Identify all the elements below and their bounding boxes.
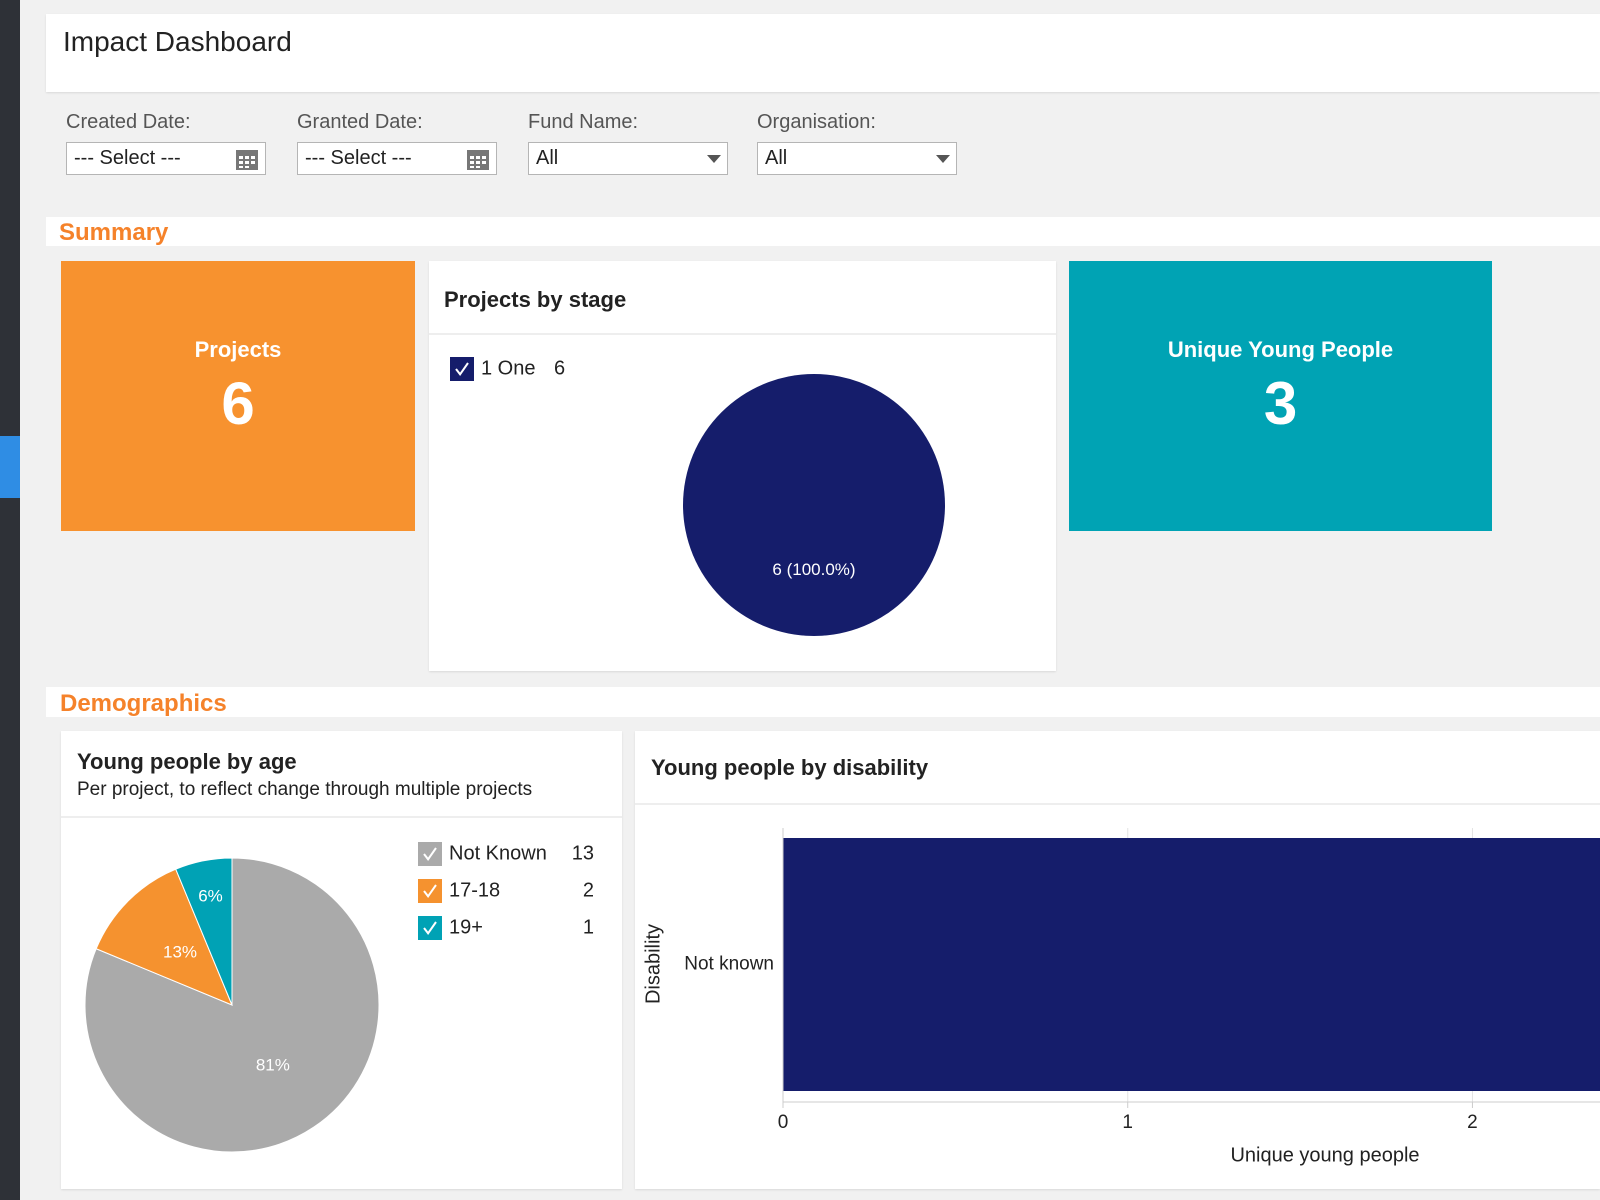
check-mark bbox=[455, 362, 469, 376]
header: Impact Dashboard bbox=[46, 14, 1600, 92]
divider bbox=[429, 333, 1056, 335]
section-bar bbox=[46, 217, 1600, 246]
kpi-value: 6 bbox=[221, 370, 255, 437]
filter-value: All bbox=[536, 147, 559, 169]
x-axis-title: Unique young people bbox=[1230, 1144, 1419, 1166]
kpi-value: 3 bbox=[1263, 370, 1298, 437]
divider bbox=[635, 803, 1600, 805]
section-bar bbox=[46, 687, 1600, 717]
legend-checkbox bbox=[418, 879, 442, 903]
pie-slice bbox=[175, 857, 233, 1006]
filter-value: --- Select --- bbox=[305, 147, 412, 169]
x-tick-label: 2 bbox=[1467, 1112, 1478, 1133]
dropdown[interactable]: All bbox=[528, 142, 728, 175]
legend-checkbox bbox=[418, 842, 442, 866]
y-tick-label: Not known bbox=[684, 954, 774, 975]
filter-label: Created Date: bbox=[66, 111, 191, 133]
calendar-icon bbox=[236, 150, 258, 170]
filter-value: --- Select --- bbox=[74, 147, 181, 169]
panel-title: Young people by age bbox=[77, 749, 297, 774]
legend-value: 1 bbox=[583, 916, 594, 938]
panel-title: Projects by stage bbox=[444, 287, 627, 312]
legend-value: 2 bbox=[583, 879, 594, 901]
calendar-icon bbox=[467, 150, 489, 170]
x-tick-label: 1 bbox=[1122, 1112, 1133, 1133]
filter-value: All bbox=[765, 147, 788, 169]
pie-slice bbox=[683, 374, 945, 636]
check-mark bbox=[423, 884, 437, 898]
legend-checkbox bbox=[418, 916, 442, 940]
bar bbox=[783, 838, 1600, 1091]
legend-value: 13 bbox=[572, 842, 594, 864]
x-tick-label: 0 bbox=[778, 1112, 789, 1133]
legend-value: 6 bbox=[554, 357, 565, 379]
filter-label: Fund Name: bbox=[528, 111, 639, 133]
legend-label: 1 One bbox=[481, 357, 535, 379]
date-filter[interactable]: --- Select --- bbox=[66, 142, 266, 175]
panel-title: Young people by disability bbox=[651, 755, 929, 780]
panel-subtitle: Per project, to reflect change through m… bbox=[77, 779, 533, 800]
y-axis-title: Disability bbox=[642, 924, 664, 1004]
kpi-label: Projects bbox=[194, 337, 282, 362]
filter-label: Organisation: bbox=[757, 111, 876, 133]
kpi-label: Unique Young People bbox=[1167, 337, 1394, 362]
page-title: Impact Dashboard bbox=[63, 26, 292, 57]
dropdown-arrow bbox=[707, 155, 721, 163]
slice-label: 81% bbox=[256, 1056, 290, 1075]
kpi-card: Unique Young People 3 bbox=[1069, 261, 1492, 531]
slice-label: 6% bbox=[198, 886, 223, 905]
pie-slice bbox=[95, 868, 233, 1006]
dropdown[interactable]: All bbox=[757, 142, 957, 175]
section-title: Demographics bbox=[60, 690, 227, 717]
legend-checkbox bbox=[450, 357, 474, 381]
legend-label: 19+ bbox=[449, 916, 483, 938]
dropdown-arrow bbox=[936, 155, 950, 163]
slice-label: 6 (100.0%) bbox=[772, 560, 855, 579]
legend-label: Not Known bbox=[449, 842, 547, 864]
sidebar-active[interactable] bbox=[0, 436, 20, 498]
date-filter[interactable]: --- Select --- bbox=[297, 142, 497, 175]
kpi-card: Projects 6 bbox=[61, 261, 415, 531]
check-mark bbox=[423, 847, 437, 861]
divider bbox=[61, 816, 622, 818]
filter-label: Granted Date: bbox=[297, 111, 423, 133]
legend-label: 17-18 bbox=[449, 879, 500, 901]
check-mark bbox=[423, 921, 437, 935]
sidebar bbox=[0, 0, 20, 1200]
slice-label: 13% bbox=[163, 943, 197, 962]
section-title: Summary bbox=[59, 219, 169, 246]
